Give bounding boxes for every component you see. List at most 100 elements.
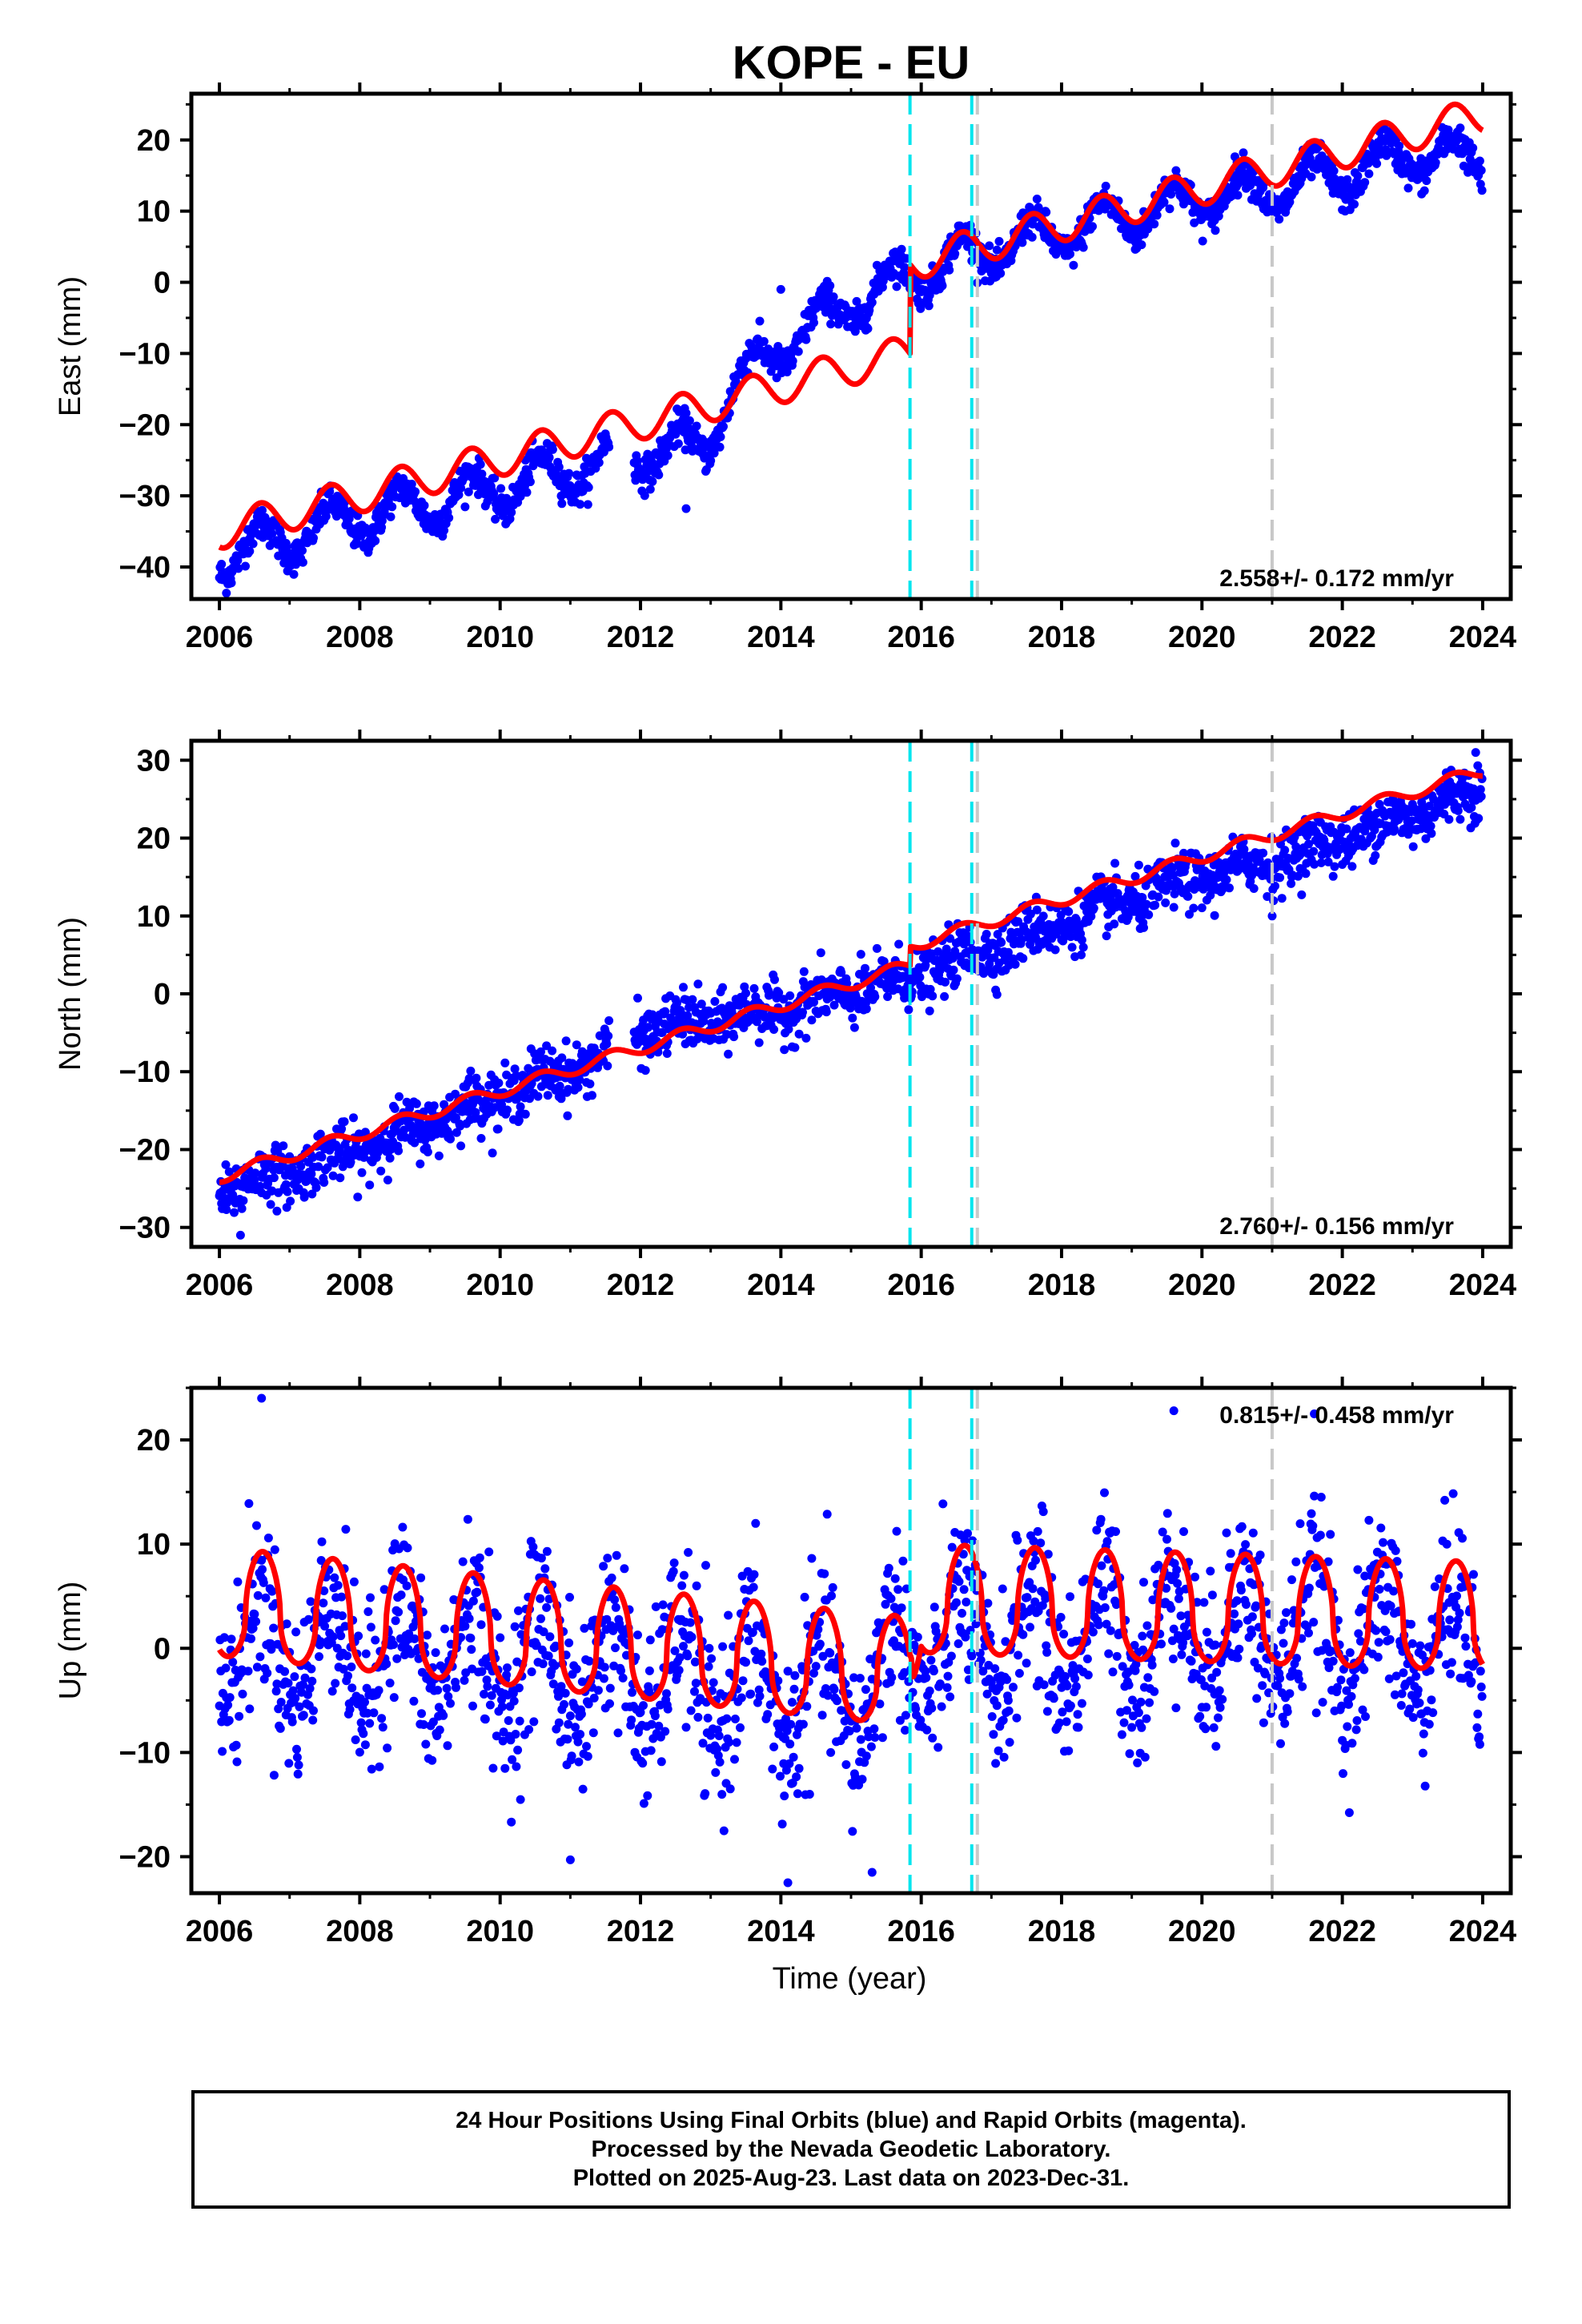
data-point [284,1759,294,1768]
data-point [999,1752,1009,1762]
data-point [942,1683,952,1692]
data-point [1032,195,1042,203]
data-point [985,241,994,251]
data-point [315,1129,325,1139]
data-point [633,993,642,1003]
y-tick-label: −20 [119,408,171,442]
data-point [794,1763,804,1773]
data-point [480,1715,490,1724]
data-point [588,1728,598,1738]
data-point [769,1025,779,1034]
data-point [683,1651,693,1661]
data-point [1408,842,1418,851]
data-point [1077,1699,1086,1708]
x-tick-label: 2008 [326,1269,394,1302]
x-tick-label: 2006 [186,621,254,654]
data-point [947,1542,957,1552]
data-point [383,1176,392,1184]
data-point [1067,943,1077,952]
data-point [604,1016,614,1025]
data-point [857,1775,867,1784]
data-point [715,1757,725,1767]
data-point [435,1725,444,1735]
x-tick-label: 2012 [607,621,675,654]
data-point [799,967,809,976]
data-point [560,1688,570,1698]
data-point [892,1526,901,1536]
data-point [989,1730,998,1739]
data-point [1431,158,1440,167]
data-point [992,990,1002,999]
data-point [730,1755,739,1764]
data-point [417,1709,426,1719]
data-point [707,1654,717,1663]
panels-group: 2006 2008 2010 2012 2014 2016 2018 2020 2022 2024… [54,82,1522,1948]
data-point [679,1570,689,1580]
data-point [555,1081,564,1091]
data-point [561,1036,571,1046]
data-point [992,245,1002,255]
data-point [230,1208,239,1217]
data-point [894,939,904,949]
panel-north: 2006 2008 2010 2012 2014 2016 2018 2020 2022 2024… [54,730,1522,1302]
data-point [293,1769,303,1779]
data-point [241,561,250,571]
data-point [821,1007,831,1017]
data-point [221,1663,231,1673]
data-point [377,523,387,532]
data-point [738,1676,748,1686]
data-point [998,1584,1007,1594]
data-point [890,1574,900,1583]
data-point [394,1146,404,1156]
y-tick-label: 10 [137,900,171,934]
data-point [901,1726,909,1735]
data-point [339,1117,349,1127]
y-tick-label: −10 [119,337,171,371]
data-point [476,1134,486,1143]
data-point [692,421,701,431]
data-point [1297,890,1307,899]
data-point [892,282,901,292]
data-point [223,1700,233,1710]
data-point [688,995,697,1004]
data-point [1100,1603,1110,1612]
data-point [1073,1710,1082,1719]
data-point [1082,1655,1092,1663]
data-point [1144,910,1154,919]
data-point [1152,211,1162,220]
data-point [1137,240,1146,250]
data-point [354,1631,363,1641]
rate-label-east: 2.558+/- 0.172 mm/yr [1219,565,1454,592]
data-point [983,1598,993,1608]
data-point [1161,898,1170,907]
data-point [793,1789,802,1799]
data-point [927,1703,937,1713]
data-point [280,1667,290,1676]
data-point [962,1598,971,1606]
data-point [476,460,485,469]
data-point [940,991,950,1001]
data-point [514,1606,523,1615]
data-point [466,1066,476,1076]
data-point [576,1730,585,1739]
data-point [861,1751,871,1761]
data-point [829,292,838,302]
data-point [1474,814,1484,823]
data-point [299,1192,309,1202]
data-point [444,513,454,523]
data-point [504,1716,513,1725]
data-point [360,1128,370,1137]
data-point [1280,846,1290,855]
data-point [1189,903,1199,913]
data-point [1210,911,1219,920]
data-point [1014,1669,1024,1678]
data-point [1476,166,1486,175]
data-point [565,1711,575,1721]
data-point [377,1714,387,1723]
data-point [410,1634,420,1643]
data-point [409,1696,419,1706]
data-point [574,1757,584,1767]
data-point [789,1684,799,1694]
data-point [669,1558,679,1568]
data-point [1301,869,1311,879]
